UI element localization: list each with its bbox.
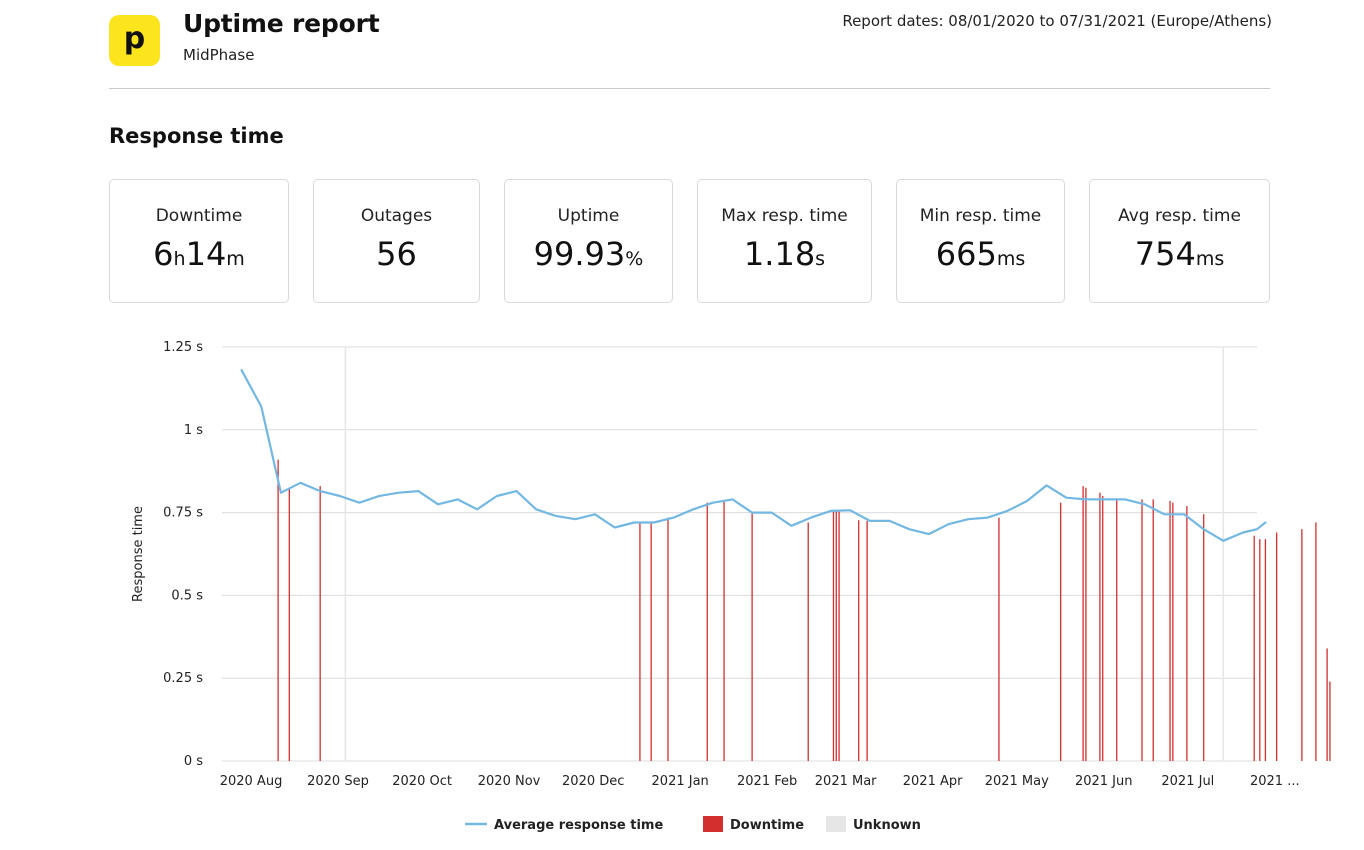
stat-number: 665 xyxy=(935,235,997,273)
report-dates: Report dates: 08/01/2020 to 07/31/2021 (… xyxy=(842,12,1272,30)
stat-value: 754ms xyxy=(1135,234,1225,279)
x-tick-label: 2021 Jan xyxy=(652,774,709,789)
stat-label: Uptime xyxy=(557,206,620,226)
stat-value: 6h14m xyxy=(153,234,245,279)
response-time-chart: 0 s 0.25 s 0.5 s 0.75 s 1 s 1.25 s 2020 Aug 202… xyxy=(131,340,1331,833)
stat-number: 1.18 xyxy=(743,235,816,273)
stat-unit: ms xyxy=(996,248,1026,270)
stat-unit: % xyxy=(625,248,644,270)
stat-card-uptime: Uptime 99.93% xyxy=(504,179,673,303)
x-tick-label: 2020 Oct xyxy=(392,774,452,789)
stat-label: Downtime xyxy=(155,206,243,226)
stat-card-avg-resp-time: Avg resp. time 754ms xyxy=(1089,179,1270,303)
y-axis-label: Response time xyxy=(131,506,146,602)
legend-label: Average response time xyxy=(494,818,663,833)
stat-card-max-resp-time: Max resp. time 1.18s xyxy=(697,179,872,303)
stat-unit: ms xyxy=(1195,248,1225,270)
stat-number: 99.93 xyxy=(533,235,626,273)
stat-label: Min resp. time xyxy=(919,206,1042,226)
x-tick-label: 2020 Sep xyxy=(307,774,369,789)
stat-unit: s xyxy=(815,248,826,270)
y-tick-label: 0 s xyxy=(184,754,203,769)
stat-value: 665ms xyxy=(936,234,1026,279)
stat-card-outages: Outages 56 xyxy=(313,179,480,303)
x-tick-label: 2021 Feb xyxy=(737,774,797,789)
stat-unit: m xyxy=(226,248,245,270)
stat-number: 14 xyxy=(185,235,227,273)
report-title: Uptime report xyxy=(183,9,380,38)
stat-value: 99.93% xyxy=(534,234,644,279)
x-tick-label: 2021 ... xyxy=(1250,774,1300,789)
stat-number: 754 xyxy=(1134,235,1196,273)
stat-card-downtime: Downtime 6h14m xyxy=(109,179,289,303)
response-time-line xyxy=(240,369,1267,542)
section-title: Response time xyxy=(109,124,284,148)
x-tick-label: 2021 Mar xyxy=(815,774,877,789)
y-tick-label: 0.75 s xyxy=(163,506,203,521)
stat-label: Outages xyxy=(360,206,433,226)
header-divider xyxy=(109,88,1270,89)
y-tick-label: 1.25 s xyxy=(163,340,203,355)
stat-label: Max resp. time xyxy=(721,206,848,226)
stat-number: 6 xyxy=(153,235,174,273)
report-subtitle: MidPhase xyxy=(183,46,255,64)
x-tick-label: 2021 Apr xyxy=(903,774,963,789)
stat-card-min-resp-time: Min resp. time 665ms xyxy=(896,179,1065,303)
y-tick-label: 0.25 s xyxy=(163,671,203,686)
y-tick-label: 1 s xyxy=(184,423,203,438)
stat-unit: h xyxy=(173,248,186,270)
x-tick-label: 2020 Dec xyxy=(562,774,624,789)
x-tick-label: 2021 Jun xyxy=(1075,774,1133,789)
x-tick-label: 2020 Nov xyxy=(478,774,541,789)
y-tick-label: 0.5 s xyxy=(171,588,203,603)
stat-value: 56 xyxy=(376,234,417,274)
stat-number: 56 xyxy=(376,235,417,273)
legend-unknown-swatch xyxy=(826,816,846,832)
logo-letter: p xyxy=(123,21,146,56)
legend-label: Downtime xyxy=(730,818,804,833)
x-tick-label: 2021 Jul xyxy=(1161,774,1214,789)
stat-label: Avg resp. time xyxy=(1118,206,1241,226)
x-tick-label: 2020 Aug xyxy=(220,774,283,789)
legend-label: Unknown xyxy=(853,818,921,833)
app-logo: p xyxy=(109,15,160,66)
legend-downtime-swatch xyxy=(703,816,723,832)
stat-value: 1.18s xyxy=(744,234,825,279)
x-tick-label: 2021 May xyxy=(985,774,1049,789)
